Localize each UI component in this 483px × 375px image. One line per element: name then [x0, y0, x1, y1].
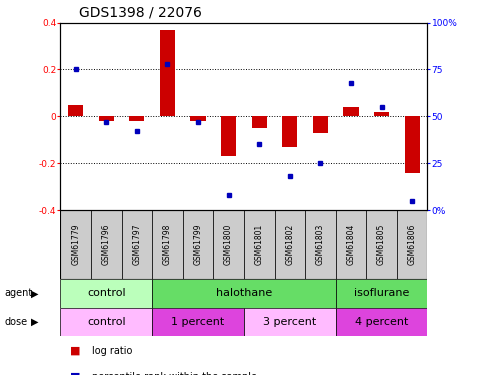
Bar: [60, 308, 152, 336]
Bar: [213, 210, 244, 279]
Text: percentile rank within the sample: percentile rank within the sample: [92, 372, 257, 375]
Bar: [336, 308, 427, 336]
Bar: [244, 308, 336, 336]
Text: GSM61804: GSM61804: [346, 224, 355, 266]
Bar: [313, 116, 328, 133]
Bar: [68, 105, 84, 116]
Bar: [152, 210, 183, 279]
Bar: [336, 279, 427, 308]
Text: GSM61796: GSM61796: [102, 224, 111, 266]
Text: log ratio: log ratio: [92, 346, 132, 355]
Text: GDS1398 / 22076: GDS1398 / 22076: [79, 6, 201, 20]
Bar: [244, 210, 274, 279]
Text: ▶: ▶: [31, 288, 39, 298]
Bar: [366, 210, 397, 279]
Bar: [152, 308, 244, 336]
Text: ■: ■: [70, 346, 81, 355]
Bar: [282, 116, 298, 147]
Text: 1 percent: 1 percent: [171, 316, 225, 327]
Bar: [183, 210, 213, 279]
Text: GSM61802: GSM61802: [285, 224, 294, 266]
Text: 4 percent: 4 percent: [355, 316, 408, 327]
Bar: [305, 210, 336, 279]
Text: GSM61801: GSM61801: [255, 224, 264, 266]
Text: halothane: halothane: [216, 288, 272, 298]
Text: GSM61798: GSM61798: [163, 224, 172, 266]
Bar: [274, 210, 305, 279]
Text: ▶: ▶: [31, 316, 39, 327]
Text: agent: agent: [5, 288, 33, 298]
Bar: [160, 30, 175, 116]
Bar: [336, 210, 366, 279]
Bar: [397, 210, 427, 279]
Text: 3 percent: 3 percent: [263, 316, 316, 327]
Bar: [122, 210, 152, 279]
Bar: [129, 116, 144, 121]
Text: GSM61803: GSM61803: [316, 224, 325, 266]
Bar: [221, 116, 236, 156]
Text: dose: dose: [5, 316, 28, 327]
Text: isoflurane: isoflurane: [354, 288, 409, 298]
Bar: [343, 107, 358, 116]
Text: GSM61779: GSM61779: [71, 224, 80, 266]
Text: control: control: [87, 316, 126, 327]
Text: ■: ■: [70, 372, 81, 375]
Bar: [99, 116, 114, 121]
Bar: [190, 116, 206, 121]
Text: control: control: [87, 288, 126, 298]
Bar: [152, 279, 336, 308]
Bar: [252, 116, 267, 128]
Text: GSM61800: GSM61800: [224, 224, 233, 266]
Bar: [374, 112, 389, 116]
Bar: [60, 210, 91, 279]
Bar: [91, 210, 122, 279]
Text: GSM61806: GSM61806: [408, 224, 417, 266]
Bar: [60, 279, 152, 308]
Text: GSM61805: GSM61805: [377, 224, 386, 266]
Text: GSM61799: GSM61799: [194, 224, 202, 266]
Bar: [405, 116, 420, 172]
Text: GSM61797: GSM61797: [132, 224, 142, 266]
